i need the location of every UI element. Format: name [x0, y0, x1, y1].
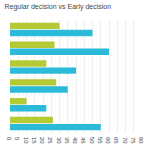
svg-text:30: 30 [56, 137, 62, 144]
svg-text:50: 50 [89, 137, 95, 144]
svg-text:25: 25 [47, 137, 53, 144]
svg-text:35: 35 [64, 137, 70, 144]
svg-text:55: 55 [97, 137, 103, 144]
svg-text:40: 40 [72, 137, 78, 144]
svg-text:15: 15 [31, 137, 37, 144]
svg-text:20: 20 [39, 137, 45, 144]
svg-text:45: 45 [80, 137, 86, 144]
svg-text:Regular decision vs Early deci: Regular decision vs Early decision [5, 3, 112, 11]
svg-text:60: 60 [105, 137, 111, 144]
svg-text:10: 10 [23, 137, 29, 144]
svg-text:5: 5 [14, 137, 20, 141]
svg-text:65: 65 [113, 137, 119, 144]
svg-text:80: 80 [138, 137, 144, 144]
svg-text:70: 70 [122, 137, 128, 144]
svg-text:0: 0 [6, 137, 12, 141]
svg-text:75: 75 [130, 137, 136, 144]
